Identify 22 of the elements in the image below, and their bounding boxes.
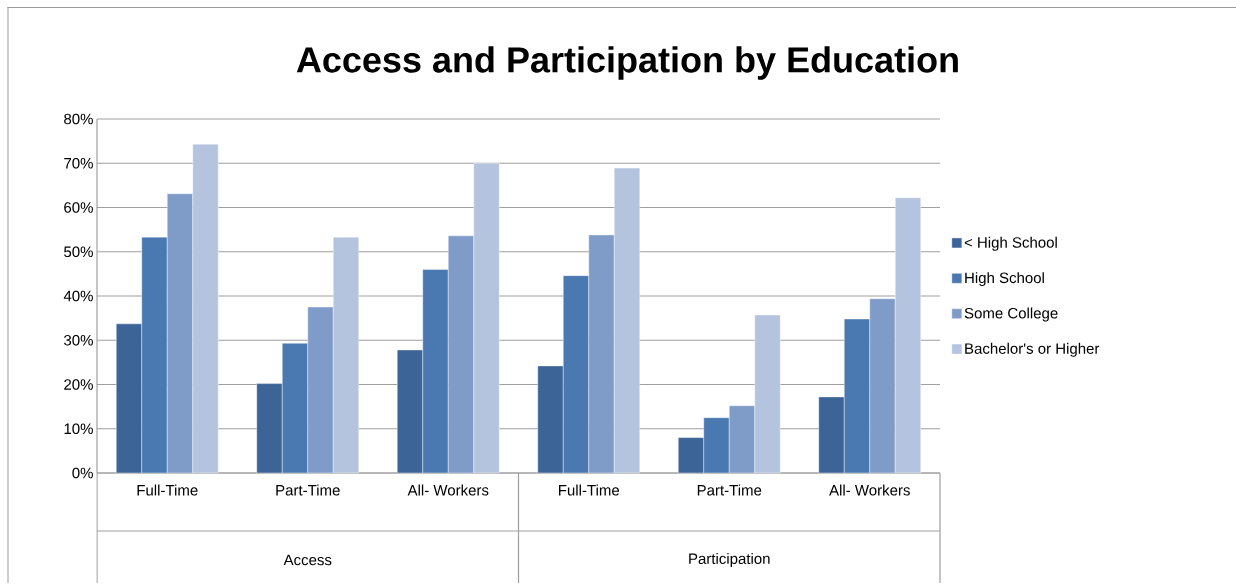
legend-label: High School: [965, 272, 1044, 287]
y-tick-label: 50%: [64, 246, 93, 258]
y-tick-label: 80%: [64, 113, 93, 125]
x-tick-label: All- Workers: [829, 484, 910, 496]
x-tick-label: Full-Time: [559, 484, 620, 496]
x-tick-label: All- Workers: [407, 484, 489, 496]
y-tick-label: 0%: [72, 467, 93, 479]
legend-label: Some College: [964, 307, 1058, 322]
y-tick-label: 40%: [63, 290, 93, 302]
y-tick-label: 10%: [64, 423, 93, 435]
chart-title: Access and Participation by Education: [296, 46, 958, 80]
y-tick-label: 60%: [64, 202, 93, 214]
y-tick-label: 70%: [64, 158, 93, 169]
text: Participation: [689, 553, 770, 568]
legend-label: Bachelor's or Higher: [965, 343, 1100, 358]
text: Access: [283, 554, 332, 566]
legend-label: < High School: [964, 236, 1057, 251]
x-tick-label: Part-Time: [276, 484, 340, 496]
x-tick-label: Part-Time: [697, 484, 762, 496]
x-tick-label: Full-Time: [137, 484, 198, 496]
y-tick-label: 20%: [64, 379, 93, 390]
y-tick-label: 30%: [64, 335, 93, 346]
